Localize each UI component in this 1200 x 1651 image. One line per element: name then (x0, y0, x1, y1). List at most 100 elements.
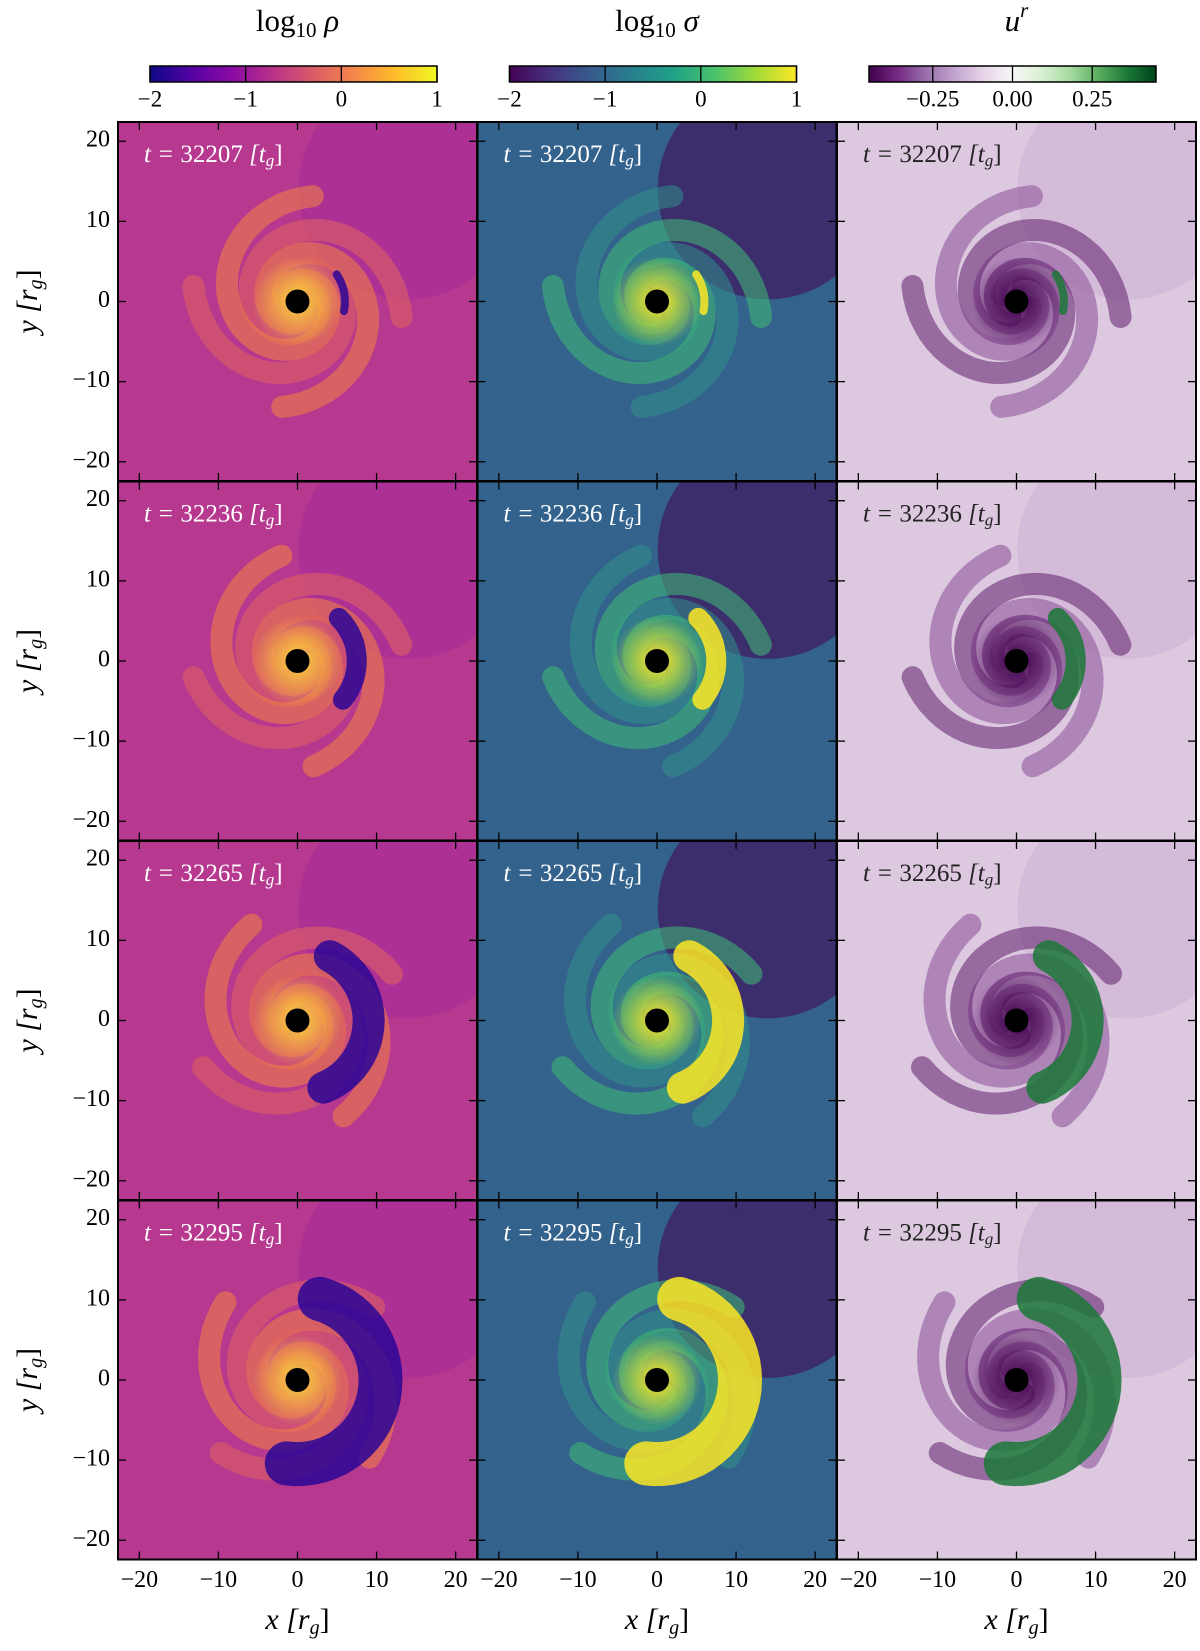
y-axis-label: y [rg] (11, 629, 47, 696)
label-main: x [r (264, 1603, 309, 1636)
field-feature (264, 1276, 403, 1487)
time-unit: [t (962, 500, 986, 527)
time-value: 32236 (180, 500, 243, 527)
black-hole (645, 1008, 669, 1033)
colorbar-tick-label: 0 (336, 86, 348, 111)
field-feature (328, 607, 367, 710)
label-sub: g (669, 1617, 679, 1639)
time-label: t = 32295 [tg] (144, 1219, 283, 1248)
black-hole (1004, 1008, 1029, 1033)
y-tick-label: −10 (72, 367, 110, 393)
panel (837, 1200, 1196, 1560)
time-unit: [t (962, 1219, 986, 1246)
time-unit: [t (962, 860, 986, 887)
time-prefix: t = (863, 860, 899, 887)
label-sub: g (310, 1617, 320, 1639)
time-unit: [t (602, 860, 626, 887)
panel (477, 1200, 837, 1560)
panel (477, 841, 837, 1200)
time-close: ] (993, 500, 1001, 527)
title-sub: 10 (295, 18, 316, 42)
x-tick-label: −20 (840, 1567, 878, 1593)
time-label: t = 32207 [tg] (144, 141, 283, 170)
time-label: t = 32236 [tg] (863, 500, 1002, 529)
y-tick-label: 0 (98, 1006, 110, 1032)
time-sub: g (266, 1229, 275, 1248)
y-tick-label: −10 (72, 727, 110, 753)
time-sub: g (625, 510, 634, 529)
time-close: ] (993, 860, 1001, 887)
time-value: 32295 (540, 1219, 603, 1246)
label-close: ] (11, 629, 44, 639)
x-tick-label: 0 (1011, 1567, 1023, 1593)
panel (118, 122, 477, 481)
black-hole (645, 649, 669, 673)
y-axis-label: y [rg] (11, 269, 47, 336)
colorbar (508, 65, 798, 83)
y-tick-label: −20 (72, 1166, 110, 1192)
x-axis-label: x [rg] (983, 1603, 1048, 1639)
label-sub: g (25, 1358, 47, 1368)
colorbar-tick-label: 0.00 (992, 86, 1032, 111)
label-close: ] (11, 269, 44, 279)
time-label: t = 32295 [tg] (504, 1219, 643, 1248)
label-main: y [r (11, 649, 44, 696)
label-close: ] (1039, 1603, 1049, 1636)
label-sub: g (25, 998, 47, 1008)
label-close: ] (320, 1603, 330, 1636)
title-sub: 10 (655, 18, 676, 42)
title-main: log (615, 3, 655, 38)
panel (118, 1200, 477, 1560)
time-sub: g (266, 870, 275, 889)
y-axis-label: y [rg] (11, 988, 47, 1055)
field-feature (692, 270, 709, 316)
black-hole (285, 1008, 310, 1033)
time-unit: [t (243, 860, 267, 887)
label-main: x [r (624, 1603, 669, 1636)
time-sub: g (625, 1229, 634, 1248)
label-close: ] (11, 988, 44, 998)
label-sub: g (1029, 1617, 1039, 1639)
column-title: ur (1005, 0, 1030, 38)
time-value: 32207 (180, 141, 243, 168)
time-close: ] (274, 500, 282, 527)
time-sub: g (625, 870, 634, 889)
field-feature (307, 940, 385, 1104)
time-unit: [t (962, 141, 986, 168)
x-tick-label: 0 (292, 1567, 304, 1593)
title-main: log (256, 3, 296, 38)
time-prefix: t = (144, 500, 180, 527)
label-close: ] (679, 1603, 689, 1636)
time-unit: [t (602, 1219, 626, 1246)
y-tick-label: 0 (98, 1366, 110, 1392)
y-tick-label: 0 (98, 647, 110, 673)
black-hole (645, 1368, 669, 1392)
x-tick-label: 20 (444, 1567, 468, 1593)
x-tick-label: 20 (803, 1567, 827, 1593)
x-tick-label: 10 (365, 1567, 389, 1593)
column-title: log10 ρ (256, 3, 339, 42)
time-value: 32236 (899, 500, 962, 527)
field-feature (688, 607, 727, 710)
field-feature (983, 1276, 1122, 1487)
time-close: ] (993, 141, 1001, 168)
time-label: t = 32236 [tg] (504, 500, 643, 529)
black-hole (1004, 1368, 1029, 1392)
x-axis-label: x [rg] (264, 1603, 329, 1639)
x-tick-label: −10 (919, 1567, 957, 1593)
panel (477, 481, 837, 841)
title-var: σ (676, 3, 701, 38)
black-hole (1004, 289, 1029, 314)
y-tick-label: −20 (72, 1526, 110, 1552)
y-tick-label: 20 (86, 846, 110, 872)
y-tick-label: −10 (72, 1086, 110, 1112)
x-tick-label: −20 (121, 1567, 159, 1593)
x-tick-label: 10 (1084, 1567, 1108, 1593)
colorbar-tick-label: 0.25 (1072, 86, 1112, 111)
time-unit: [t (602, 141, 626, 168)
label-main: y [r (11, 1368, 44, 1415)
time-close: ] (274, 141, 282, 168)
time-value: 32265 (540, 860, 603, 887)
field-feature (1051, 270, 1068, 316)
x-axis-label: x [rg] (624, 1603, 689, 1639)
